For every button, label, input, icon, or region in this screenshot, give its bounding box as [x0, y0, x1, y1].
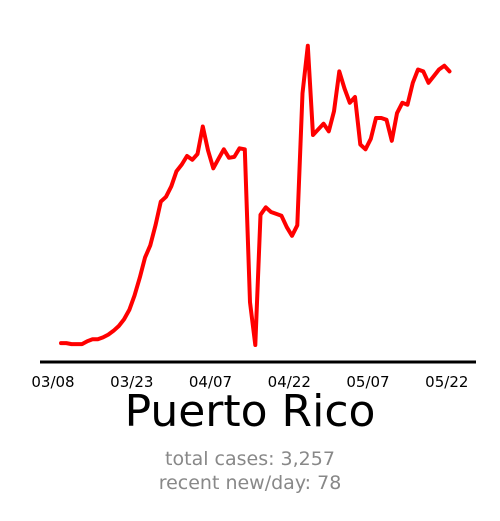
- data-point: [207, 149, 209, 151]
- data-point: [123, 318, 125, 320]
- data-point: [359, 144, 361, 145]
- x-tick-label: 04/22: [268, 373, 311, 391]
- data-point: [422, 70, 424, 72]
- data-point: [186, 155, 188, 157]
- x-tick-label: 03/23: [110, 373, 153, 391]
- data-point: [249, 301, 251, 303]
- data-point: [265, 206, 267, 208]
- data-point: [270, 211, 272, 213]
- data-point: [296, 224, 298, 226]
- data-point: [344, 88, 345, 89]
- data-point: [328, 130, 330, 132]
- data-point: [307, 45, 309, 47]
- data-point: [281, 215, 282, 217]
- data-point: [317, 128, 319, 130]
- data-point: [407, 104, 408, 106]
- data-point: [391, 140, 393, 142]
- data-point: [191, 159, 193, 161]
- x-tick-label: 03/08: [31, 373, 74, 391]
- data-point: [228, 157, 230, 159]
- data-point: [365, 148, 366, 150]
- data-point: [233, 156, 235, 158]
- data-point: [433, 75, 435, 77]
- data-point: [244, 148, 246, 150]
- data-point: [97, 338, 99, 340]
- data-point: [370, 138, 372, 140]
- data-point: [81, 343, 83, 345]
- data-point: [139, 277, 141, 279]
- chart-title: Puerto Rico: [124, 386, 376, 437]
- data-point: [170, 185, 172, 187]
- data-point: [71, 343, 72, 345]
- data-point: [86, 340, 88, 342]
- recent-new-per-day-text: recent new/day: 78: [158, 472, 342, 494]
- data-point: [60, 342, 62, 344]
- data-point: [449, 70, 450, 72]
- data-point: [149, 244, 151, 246]
- data-point: [323, 123, 324, 125]
- data-point: [401, 102, 403, 104]
- data-point: [312, 134, 314, 136]
- data-point: [65, 342, 67, 344]
- data-point: [375, 117, 377, 119]
- data-point: [380, 117, 382, 119]
- x-tick-label: 05/22: [425, 373, 468, 391]
- data-point: [160, 201, 162, 203]
- data-point: [118, 325, 120, 327]
- data-point: [176, 170, 177, 172]
- data-point: [113, 330, 114, 332]
- data-point: [155, 224, 156, 226]
- data-point: [223, 148, 225, 150]
- data-point: [181, 164, 183, 165]
- data-point: [202, 126, 204, 127]
- data-point: [354, 96, 356, 98]
- data-point: [286, 226, 288, 228]
- total-cases-text: total cases: 3,257: [165, 448, 335, 470]
- data-point: [275, 213, 277, 215]
- data-point: [291, 235, 293, 237]
- data-point: [260, 214, 261, 216]
- data-point: [417, 69, 419, 70]
- data-point: [128, 309, 130, 311]
- data-point: [338, 70, 340, 72]
- data-point: [438, 69, 440, 70]
- data-point: [254, 344, 256, 346]
- data-point: [349, 102, 351, 104]
- data-point: [197, 153, 198, 155]
- data-point: [212, 167, 214, 169]
- data-point: [218, 158, 219, 160]
- data-point: [302, 92, 303, 94]
- data-point: [386, 119, 387, 121]
- data-point: [239, 147, 240, 149]
- series-layer: [59, 43, 452, 347]
- data-point: [396, 112, 398, 114]
- data-point: [165, 196, 167, 198]
- data-point: [92, 338, 93, 340]
- data-point: [144, 257, 146, 259]
- x-tick-label: 04/07: [189, 373, 232, 391]
- data-point: [428, 82, 429, 84]
- x-tick-label: 05/07: [346, 373, 389, 391]
- data-point: [412, 82, 414, 84]
- data-point: [76, 343, 78, 345]
- data-point: [333, 110, 335, 112]
- data-point: [107, 334, 109, 336]
- data-point: [443, 65, 445, 67]
- data-point: [102, 336, 104, 338]
- series-line-0: [59, 43, 452, 347]
- x-tick-labels: 03/08 03/23 04/07 04/22 05/07 05/22: [31, 373, 468, 391]
- data-point: [134, 295, 135, 297]
